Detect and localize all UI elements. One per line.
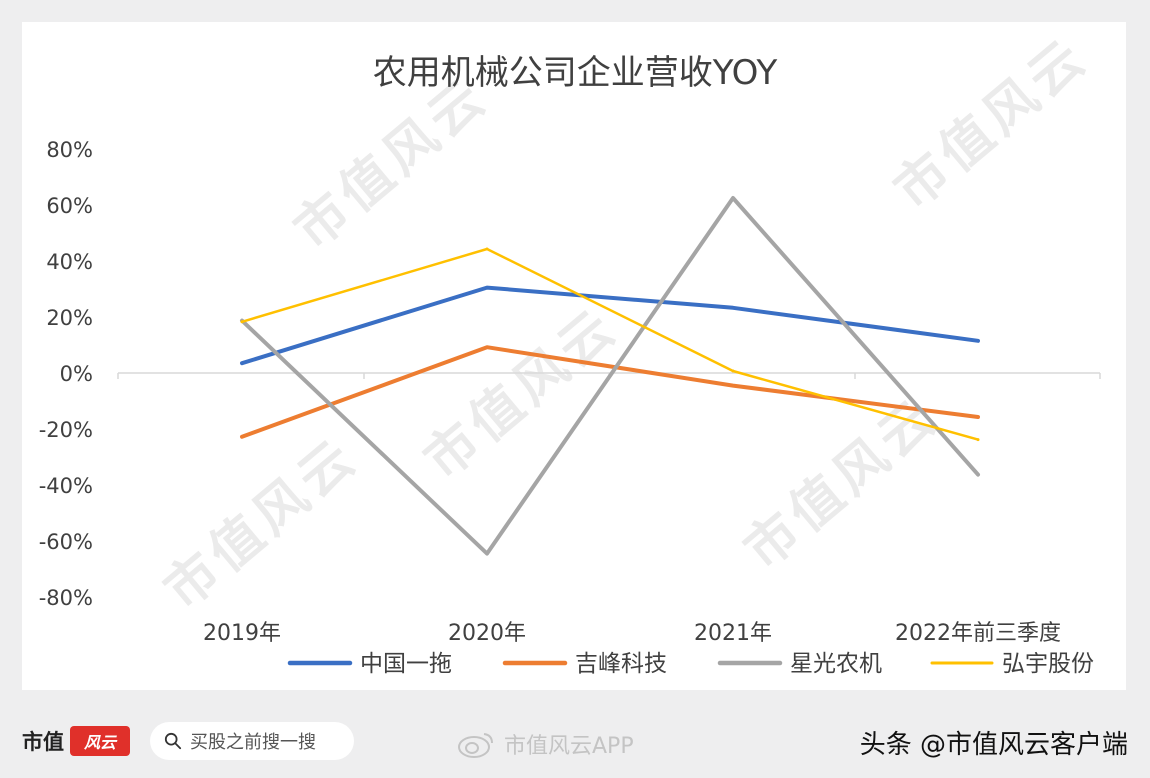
y-tick-label: -60% <box>39 530 93 554</box>
y-tick-label: 60% <box>46 194 93 218</box>
y-tick-label: 0% <box>60 362 93 386</box>
x-tick-label: 2020年 <box>448 621 526 646</box>
y-tick-label: -40% <box>39 474 93 498</box>
footer-bar: 市值 风云 买股之前搜一搜 市值风云APP 头条 @市值风云客户端 <box>0 704 1150 778</box>
chart-card: 市值风云 市值风云 市值风云 市值风云 市值风云 <box>22 22 1126 690</box>
x-tick-label: 2019年 <box>203 621 281 646</box>
brand-logo: 市值 风云 <box>22 726 130 756</box>
data-point <box>485 247 489 251</box>
y-tick-label: 80% <box>46 138 93 162</box>
toutiao-label: 头条 @市值风云客户端 <box>859 730 1128 760</box>
series-line-4 <box>240 247 980 441</box>
data-point <box>485 552 489 556</box>
y-tick-label: 40% <box>46 250 93 274</box>
x-axis: 2019年 2020年 2021年 2022年前三季度 <box>117 373 1101 646</box>
data-point <box>240 361 244 365</box>
search-placeholder: 买股之前搜一搜 <box>190 732 316 753</box>
weibo-icon <box>458 733 493 758</box>
y-tick-label: -20% <box>39 418 93 442</box>
y-axis: 80% 60% 40% 20% 0% -20% -40% -60% -80% <box>39 138 93 610</box>
yoy-line-chart: 农用机械公司企业营收YOY 80% 60% 40% 20% 0% -20% -40% -60%… <box>39 53 1101 677</box>
series-line-2 <box>240 345 980 439</box>
x-tick-label: 2021年 <box>694 621 772 646</box>
legend-label: 吉峰科技 <box>575 651 667 677</box>
data-point <box>485 286 489 290</box>
search-box[interactable]: 买股之前搜一搜 <box>150 722 354 760</box>
search-icon <box>164 732 182 750</box>
data-point <box>240 320 244 324</box>
data-point <box>976 473 980 477</box>
data-point <box>731 306 735 310</box>
series-lines <box>240 196 980 556</box>
brand-text: 市值 <box>22 729 64 754</box>
x-tick-label: 2022年前三季度 <box>895 621 1061 646</box>
legend-label: 中国一拖 <box>360 651 452 677</box>
data-point <box>731 369 735 373</box>
data-point <box>731 384 735 388</box>
data-point <box>240 435 244 439</box>
weibo-watermark: 市值风云APP <box>456 728 634 760</box>
y-tick-label: -80% <box>39 586 93 610</box>
legend-label: 星光农机 <box>790 651 882 677</box>
series-line-3 <box>240 196 980 556</box>
data-point <box>976 415 980 419</box>
legend-label: 弘宇股份 <box>1002 651 1094 677</box>
legend: 中国一拖 吉峰科技 星光农机 弘宇股份 <box>287 651 1094 677</box>
data-point <box>485 345 489 349</box>
brand-mark: 风云 <box>70 726 130 756</box>
series-line-1 <box>240 285 980 366</box>
chart-title: 农用机械公司企业营收YOY <box>373 53 778 93</box>
data-point <box>976 339 980 343</box>
data-point <box>976 438 980 442</box>
weibo-label: 市值风云APP <box>504 734 634 759</box>
y-tick-label: 20% <box>46 306 93 330</box>
data-point <box>731 196 735 200</box>
